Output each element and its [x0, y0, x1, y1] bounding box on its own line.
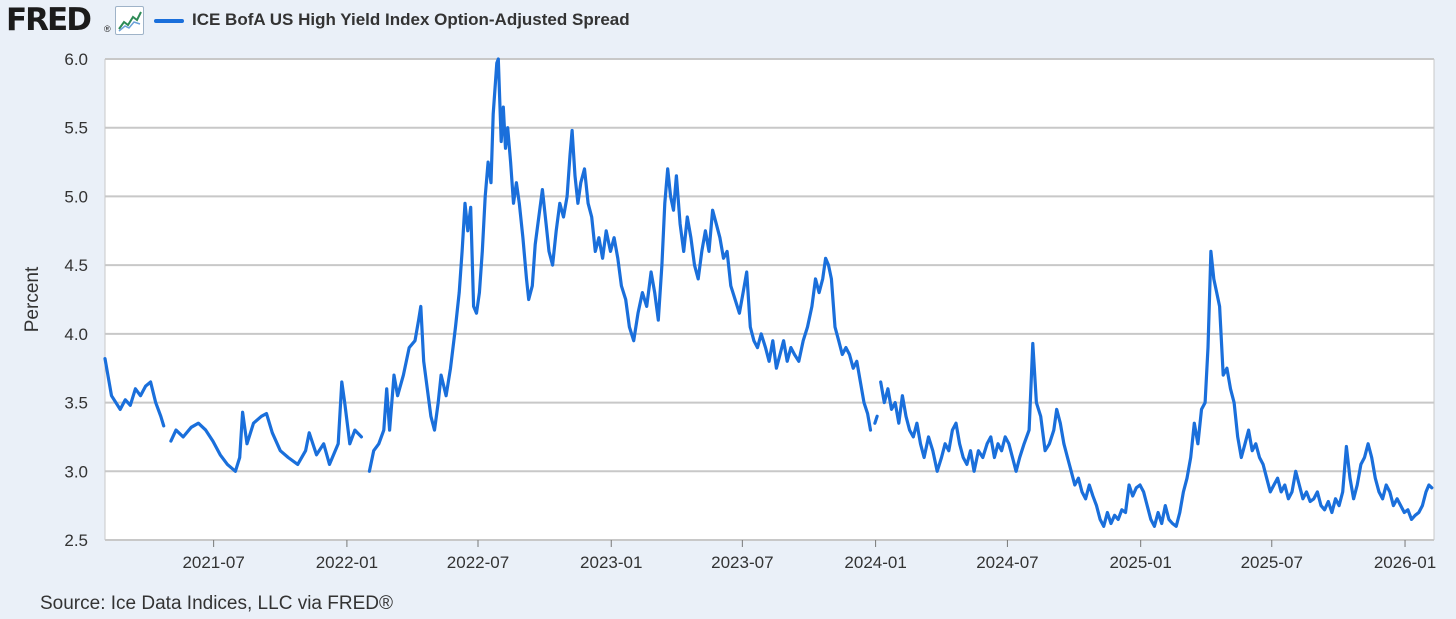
series-line-segment: [873, 414, 879, 425]
y-tick-label: 2.5: [64, 531, 88, 550]
y-tick-label: 6.0: [64, 50, 88, 69]
series-line-segment: [367, 57, 873, 473]
y-tick-label: 5.5: [64, 119, 88, 138]
x-tick-label: 2022-01: [316, 553, 378, 572]
y-tick-label: 4.5: [64, 256, 88, 275]
chart-header: FRED ® ICE BofA US High Yield Index Opti…: [0, 0, 1456, 44]
x-tick-label: 2024-07: [976, 553, 1038, 572]
legend-series-label[interactable]: ICE BofA US High Yield Index Option-Adju…: [192, 10, 630, 29]
y-tick-label: 3.5: [64, 394, 88, 413]
x-tick-label: 2023-01: [580, 553, 642, 572]
y-tick-label: 4.0: [64, 325, 88, 344]
y-axis-label: Percent: [22, 266, 43, 332]
y-tick-label: 3.0: [64, 462, 88, 481]
series-group: [103, 57, 1434, 528]
x-tick-label: 2022-07: [447, 553, 509, 572]
legend-series-swatch: [154, 19, 184, 23]
line-chart-icon: [115, 6, 144, 35]
registered-mark: ®: [104, 24, 111, 34]
source-note: Source: Ice Data Indices, LLC via FRED®: [40, 593, 393, 614]
x-tick-label: 2026-01: [1374, 553, 1436, 572]
line-chart-icon-glyph: [118, 11, 142, 32]
x-tick-label: 2025-01: [1109, 553, 1171, 572]
x-tick-label: 2024-01: [844, 553, 906, 572]
series-line-segment: [103, 357, 166, 428]
x-tick-label: 2021-07: [182, 553, 244, 572]
plot-area: [105, 59, 1434, 540]
y-tick-label: 5.0: [64, 187, 88, 206]
series-line-segment: [169, 380, 363, 473]
y-axis: 2.5 3.0 3.5 4.0 4.5 5.0 5.5 6.0: [64, 50, 88, 550]
x-tick-label: 2025-07: [1241, 553, 1303, 572]
fred-logo[interactable]: FRED: [6, 2, 92, 38]
series-line-segment: [879, 249, 1434, 528]
x-axis: 2021-07 2022-01 2022-07 2023-01 2023-07 2024-…: [182, 540, 1436, 572]
x-tick-label: 2023-07: [711, 553, 773, 572]
